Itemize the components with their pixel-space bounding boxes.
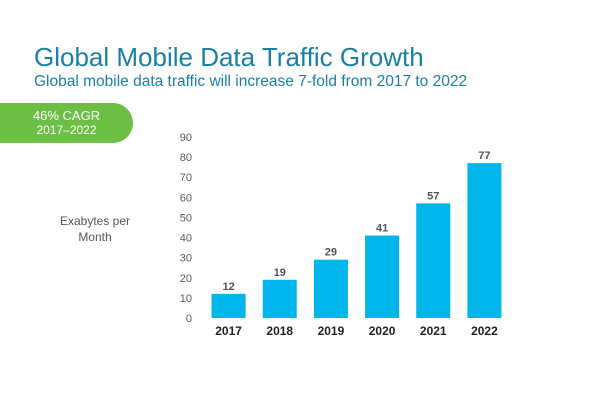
y-tick-label: 0 (186, 313, 192, 325)
chart-subtitle: Global mobile data traffic will increase… (34, 73, 468, 90)
y-tick-label: 50 (180, 212, 192, 224)
chart-title: Global Mobile Data Traffic Growth (34, 42, 424, 72)
cagr-value: 46% CAGR (32, 108, 101, 123)
data-label-2018: 19 (274, 267, 286, 279)
y-tick-label: 70 (180, 172, 192, 184)
y-axis-label-line-1: Exabytes per (59, 214, 131, 228)
y-tick-label: 10 (180, 293, 192, 305)
x-tick-label-2021: 2021 (420, 324, 447, 338)
bar-2021 (416, 203, 451, 318)
bar-2022 (467, 163, 502, 318)
x-tick-label-2022: 2022 (471, 324, 498, 338)
bar-2020 (365, 235, 400, 318)
x-tick-label-2018: 2018 (266, 324, 293, 338)
bar-2017 (211, 293, 246, 318)
cagr-period: 2017–2022 (36, 123, 97, 137)
x-tick-label-2017: 2017 (215, 324, 242, 338)
y-tick-label: 80 (180, 152, 192, 164)
bar-2018 (262, 279, 297, 318)
data-label-2020: 41 (376, 223, 388, 235)
x-tick-label-2019: 2019 (318, 324, 345, 338)
data-label-2021: 57 (427, 190, 439, 202)
y-axis-label: Exabytes per Month (40, 213, 150, 245)
y-axis-label-line-2: Month (78, 230, 112, 244)
bar-2019 (313, 259, 348, 318)
y-tick-label: 90 (180, 132, 192, 144)
cagr-badge: 46% CAGR 2017–2022 (0, 103, 133, 143)
data-label-2019: 29 (325, 247, 337, 259)
y-tick-label: 40 (180, 233, 192, 245)
y-tick-label: 30 (180, 253, 192, 265)
data-label-2022: 77 (478, 150, 490, 162)
x-tick-label-2020: 2020 (369, 324, 396, 338)
data-label-2017: 12 (222, 281, 234, 293)
y-tick-label: 60 (180, 192, 192, 204)
y-tick-label: 20 (180, 273, 192, 285)
